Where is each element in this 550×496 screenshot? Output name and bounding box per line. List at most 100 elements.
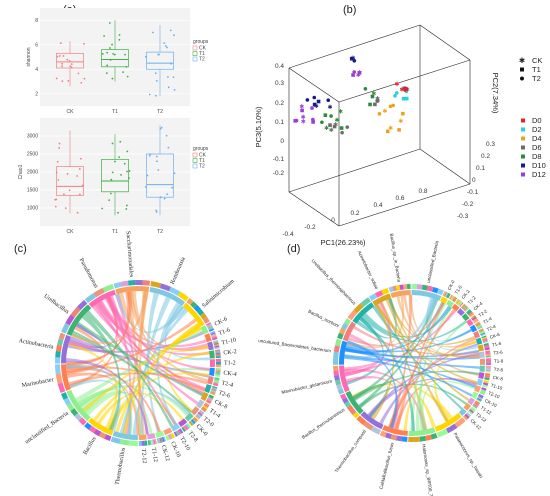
chord-outer-ring-segment [207, 325, 213, 329]
chord-ribbon [344, 305, 451, 354]
chord-outer-ring-segment [450, 295, 454, 301]
chord-outer-ring-segment [173, 431, 178, 437]
pca-point [323, 113, 328, 117]
chord-outer-ring-segment [202, 405, 208, 410]
shannon-point [106, 51, 109, 54]
chord-outer-ring-segment [478, 394, 484, 399]
chord-label: Actinobacteria [18, 338, 54, 350]
chord-sector [149, 286, 186, 307]
chord-outer-ring-segment [473, 403, 479, 408]
chord-sector [467, 397, 476, 406]
chord-outer-ring-segment [55, 364, 61, 375]
chord-outer-ring-segment [468, 311, 474, 317]
chord-sector [451, 303, 460, 312]
chord-label: CK-8 [492, 375, 503, 382]
chao1-point [125, 204, 128, 207]
chord-outer-ring-segment [197, 412, 203, 417]
chord-label: T1-2 [467, 295, 477, 305]
chord-outer-ring-segment [349, 408, 357, 415]
chao1-point [118, 156, 121, 159]
chord-ribbon [368, 377, 477, 418]
chao1-point [111, 142, 114, 145]
pca-point: ✱ [356, 72, 361, 79]
chord-outer-ring-segment [443, 291, 448, 297]
legend-swatch-d12 [521, 172, 525, 177]
chord-sector [471, 391, 479, 400]
chord-label: T1-6 [218, 327, 231, 337]
chord-outer-ring-segment [341, 322, 349, 330]
chord-outer-ring-segment [104, 434, 112, 442]
chord-outer-ring-segment [207, 396, 213, 402]
chord-outer-ring-segment [480, 332, 486, 336]
chord-outer-ring-segment [213, 342, 219, 346]
pca-zticks: -0.3 -0.2 -0.1 0 0.1 0.2 0.3 [457, 141, 495, 220]
chord-outer-ring-segment [385, 432, 392, 440]
chord-outer-ring-segment [483, 380, 489, 384]
chord-outer-ring-segment [426, 285, 434, 292]
chord-outer-ring-segment [468, 408, 474, 414]
chord-ribbon [348, 302, 445, 347]
pca-point [328, 123, 332, 127]
shannon-point [154, 72, 157, 75]
chord-ribbon [82, 391, 142, 435]
chord-label: Bacillus [83, 435, 98, 456]
chord-ribbon [394, 302, 445, 430]
chord-sector [112, 430, 138, 440]
chord-outer-ring-segment [215, 354, 221, 357]
chord-outer-ring-segment [463, 306, 468, 311]
chord-outer-ring-segment [211, 387, 217, 391]
chord-outer-ring-segment [127, 280, 136, 286]
pca-point [368, 102, 372, 107]
chord-label: CK-6 [489, 332, 501, 340]
chord-diagram-d [333, 284, 491, 442]
chao1-points [54, 126, 176, 214]
chord-outer-ring-segment [462, 415, 468, 421]
shannon-point [124, 53, 126, 56]
shannon-point [55, 77, 58, 80]
chord-outer-ring-segment [484, 375, 490, 379]
chord-outer-ring-segment [142, 280, 151, 286]
chao1-point [146, 174, 149, 177]
pca-legend-shape: T2 [532, 74, 541, 83]
pca-point [394, 91, 399, 95]
chord-outer-ring-segment [196, 308, 205, 316]
shape-glyph-star: ✱ [519, 56, 526, 65]
chao1-point [114, 160, 116, 163]
chao1-point [171, 186, 174, 189]
chao1-point [149, 153, 152, 156]
chord-outer-ring-segment [177, 291, 189, 302]
chord-outer-ring-segment [334, 379, 342, 386]
chord-outer-ring-segment [336, 383, 343, 391]
shannon-point [68, 60, 71, 62]
chord-label: CK-12 [160, 445, 170, 462]
pca-ztick: -0.3 [457, 213, 469, 220]
chord-outer-ring-segment [475, 400, 481, 405]
chord-outer-ring-segment [430, 433, 438, 440]
chord-outer-ring-segment [55, 344, 62, 352]
chord-outer-ring-segment [113, 281, 122, 289]
chord-outer-ring-segment [196, 414, 201, 419]
chord-label: T2-4 [486, 324, 497, 332]
chord-outer-ring-segment [102, 284, 115, 293]
chord-outer-ring-segment [210, 332, 216, 336]
shannon-point [83, 42, 85, 45]
chord-outer-ring-segment [464, 413, 470, 419]
chord-outer-ring-segment [452, 296, 457, 302]
chord-sector [209, 350, 215, 359]
shape-glyph-square [520, 67, 524, 72]
chord-label: uncultured_Bacteroidetes_bacterium [258, 338, 332, 353]
chord-ribbon [385, 299, 449, 423]
shannon-xticks: CK T1 T2 [67, 109, 164, 115]
shannon-xtick: T2 [157, 109, 163, 115]
chord-label: T1-10 [490, 383, 503, 391]
chord-ribbon [358, 383, 467, 409]
chord-label: T1-6 [492, 341, 503, 348]
chord-outer-ring-segment [464, 306, 469, 312]
chord-outer-ring-segment [212, 382, 219, 387]
chord-outer-ring-segment [467, 310, 473, 315]
pca-point [391, 103, 395, 108]
shannon-point [173, 34, 175, 37]
chord-outer-ring-segment [192, 417, 197, 423]
chord-outer-ring-segment [60, 392, 69, 400]
chao1-point [54, 198, 57, 201]
